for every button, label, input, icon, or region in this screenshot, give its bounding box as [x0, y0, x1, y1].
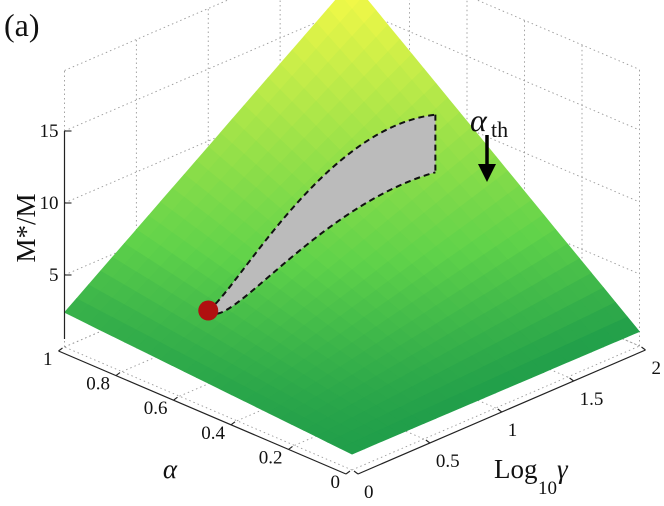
z-tick-label: 15	[40, 121, 59, 142]
grid-line	[64, 78, 640, 204]
y-tick-mark	[173, 396, 178, 401]
y-tick-mark	[345, 470, 351, 475]
z-tick-label: 5	[49, 265, 59, 286]
panel-label: (a)	[4, 7, 40, 43]
y-tick-label: 0.6	[144, 398, 168, 419]
surface-facet	[339, 442, 365, 455]
x-tick-mark	[641, 346, 646, 351]
x-tick-label: 0.5	[436, 451, 460, 472]
lower-branch-line	[207, 171, 436, 315]
threshold-subscript: th	[491, 117, 508, 142]
y-axis-label: α	[163, 454, 178, 484]
y-axis-line	[58, 350, 347, 475]
grid-line	[64, 6, 640, 132]
x-tick-label: 1	[508, 420, 518, 441]
x-tick-mark	[569, 377, 574, 382]
y-tick-mark	[288, 445, 293, 450]
x-tick-mark	[353, 470, 359, 475]
x-axis-label-subscript: 10	[538, 478, 557, 499]
y-tick-label: 0.4	[201, 423, 225, 444]
z-tick-label: 10	[40, 193, 59, 214]
z-axis-label: M*/M	[11, 193, 41, 262]
y-tick-mark	[115, 372, 121, 377]
threshold-arrow-head	[478, 164, 496, 182]
bistable-region-group	[198, 113, 437, 321]
bistable-region	[208, 114, 436, 315]
upper-branch-line	[207, 113, 436, 312]
y-tick-label: 0	[331, 472, 341, 493]
threshold-symbol: α	[470, 102, 488, 138]
y-tick-mark	[58, 347, 63, 352]
x-axis-label-symbol: γ	[557, 454, 569, 484]
y-tick-label: 0.8	[86, 374, 110, 395]
x-tick-label: 2	[652, 358, 662, 379]
y-tick-mark	[230, 421, 236, 426]
x-tick-label: 0	[364, 482, 374, 503]
critical-point	[198, 300, 219, 321]
x-axis-label: Log γ 10	[494, 454, 569, 499]
y-tick-label: 0.2	[259, 447, 283, 468]
x-axis-label-text: Log	[494, 454, 538, 484]
grid-line	[64, 0, 640, 71]
surface	[64, 0, 640, 455]
x-tick-mark	[497, 408, 503, 413]
x-tick-label: 1.5	[580, 389, 604, 410]
x-tick-mark	[425, 439, 431, 444]
y-tick-label: 1	[43, 349, 53, 370]
threshold-annotation: α th	[470, 102, 508, 182]
